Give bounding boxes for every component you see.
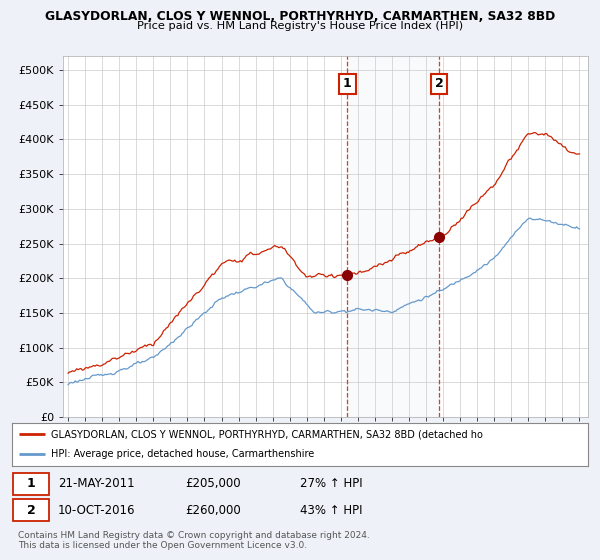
Text: 27% ↑ HPI: 27% ↑ HPI: [300, 477, 362, 491]
Text: Price paid vs. HM Land Registry's House Price Index (HPI): Price paid vs. HM Land Registry's House …: [137, 21, 463, 31]
Text: 2: 2: [435, 77, 443, 90]
Text: 2: 2: [26, 503, 35, 517]
FancyBboxPatch shape: [13, 499, 49, 521]
Bar: [347, 56, 439, 417]
Text: £205,000: £205,000: [185, 477, 241, 491]
Text: 1: 1: [26, 477, 35, 491]
Text: 21-MAY-2011: 21-MAY-2011: [58, 477, 135, 491]
Text: £260,000: £260,000: [185, 503, 241, 517]
Text: 1: 1: [343, 77, 352, 90]
Text: GLASYDORLAN, CLOS Y WENNOL, PORTHYRHYD, CARMARTHEN, SA32 8BD: GLASYDORLAN, CLOS Y WENNOL, PORTHYRHYD, …: [45, 10, 555, 23]
Text: 43% ↑ HPI: 43% ↑ HPI: [300, 503, 362, 517]
Text: 10-OCT-2016: 10-OCT-2016: [58, 503, 136, 517]
Text: Contains HM Land Registry data © Crown copyright and database right 2024.
This d: Contains HM Land Registry data © Crown c…: [18, 531, 370, 550]
FancyBboxPatch shape: [13, 473, 49, 495]
Text: GLASYDORLAN, CLOS Y WENNOL, PORTHYRHYD, CARMARTHEN, SA32 8BD (detached ho: GLASYDORLAN, CLOS Y WENNOL, PORTHYRHYD, …: [51, 430, 483, 440]
Text: HPI: Average price, detached house, Carmarthenshire: HPI: Average price, detached house, Carm…: [51, 449, 314, 459]
